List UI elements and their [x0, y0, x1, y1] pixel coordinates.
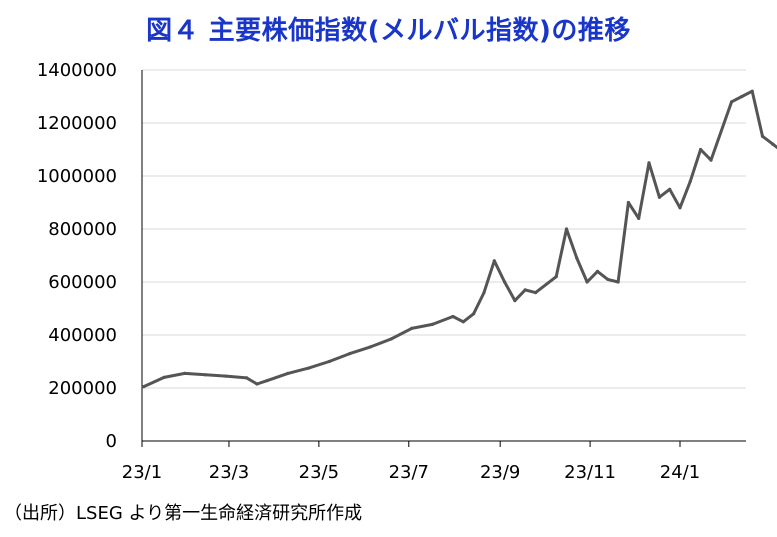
- data-point: [760, 134, 765, 138]
- data-point: [771, 142, 775, 146]
- data-point: [245, 376, 249, 380]
- data-point: [740, 94, 744, 99]
- data-point: [451, 314, 455, 319]
- data-point: [523, 288, 527, 292]
- x-tick-label: 24/1: [660, 462, 700, 483]
- data-point: [224, 374, 228, 378]
- data-point: [203, 373, 207, 377]
- data-point: [327, 359, 331, 364]
- data-point: [606, 277, 610, 281]
- data-point: [503, 280, 507, 284]
- data-point: [688, 179, 692, 183]
- x-tick-label: 23/7: [389, 462, 429, 483]
- x-tick-label: 23/11: [564, 462, 616, 483]
- data-point: [461, 320, 465, 324]
- data-point: [183, 371, 187, 375]
- data-point: [513, 299, 517, 303]
- y-tick-label: 400000: [48, 325, 117, 346]
- x-tick-label: 23/9: [480, 462, 520, 483]
- data-point: [554, 275, 558, 279]
- y-tick-label: 200000: [48, 378, 117, 399]
- data-point: [492, 259, 496, 263]
- x-tick-label: 23/3: [209, 462, 249, 483]
- data-point: [750, 89, 754, 93]
- data-point: [348, 352, 352, 356]
- data-point: [255, 382, 259, 386]
- data-point: [699, 147, 703, 152]
- data-point: [162, 375, 166, 379]
- data-point: [564, 227, 569, 231]
- y-tick-label: 1000000: [37, 166, 117, 187]
- data-point: [410, 326, 414, 330]
- data-point: [472, 312, 476, 316]
- data-point: [482, 291, 486, 295]
- y-tick-label: 1200000: [37, 113, 117, 134]
- data-point: [657, 195, 662, 199]
- data-point: [730, 100, 734, 104]
- data-point: [286, 371, 290, 375]
- data-point: [709, 158, 713, 162]
- data-point: [368, 345, 373, 349]
- data-point: [678, 206, 682, 210]
- data-point: [647, 161, 651, 165]
- data-point: [626, 200, 631, 205]
- data-point: [637, 216, 641, 220]
- y-tick-label: 1400000: [37, 60, 117, 81]
- data-point: [534, 291, 538, 295]
- data-point: [389, 337, 393, 341]
- data-point: [307, 366, 311, 370]
- chart-title: 図４ 主要株価指数(メルバル指数)の推移: [146, 16, 631, 46]
- x-tick-label: 23/5: [299, 462, 339, 483]
- data-point: [141, 385, 146, 389]
- y-tick-label: 800000: [48, 219, 117, 240]
- y-tick-label: 600000: [48, 272, 117, 293]
- y-tick-label: 0: [106, 431, 117, 452]
- source-note: （出所）LSEG より第一生命経済研究所作成: [4, 503, 363, 524]
- data-point: [616, 280, 620, 284]
- series-line: [142, 89, 777, 389]
- data-point: [430, 322, 434, 326]
- data-point: [585, 280, 589, 284]
- data-point: [595, 269, 600, 273]
- data-point: [265, 379, 269, 383]
- x-tick-label: 23/1: [122, 462, 162, 483]
- data-point: [575, 256, 579, 260]
- data-point: [668, 187, 672, 191]
